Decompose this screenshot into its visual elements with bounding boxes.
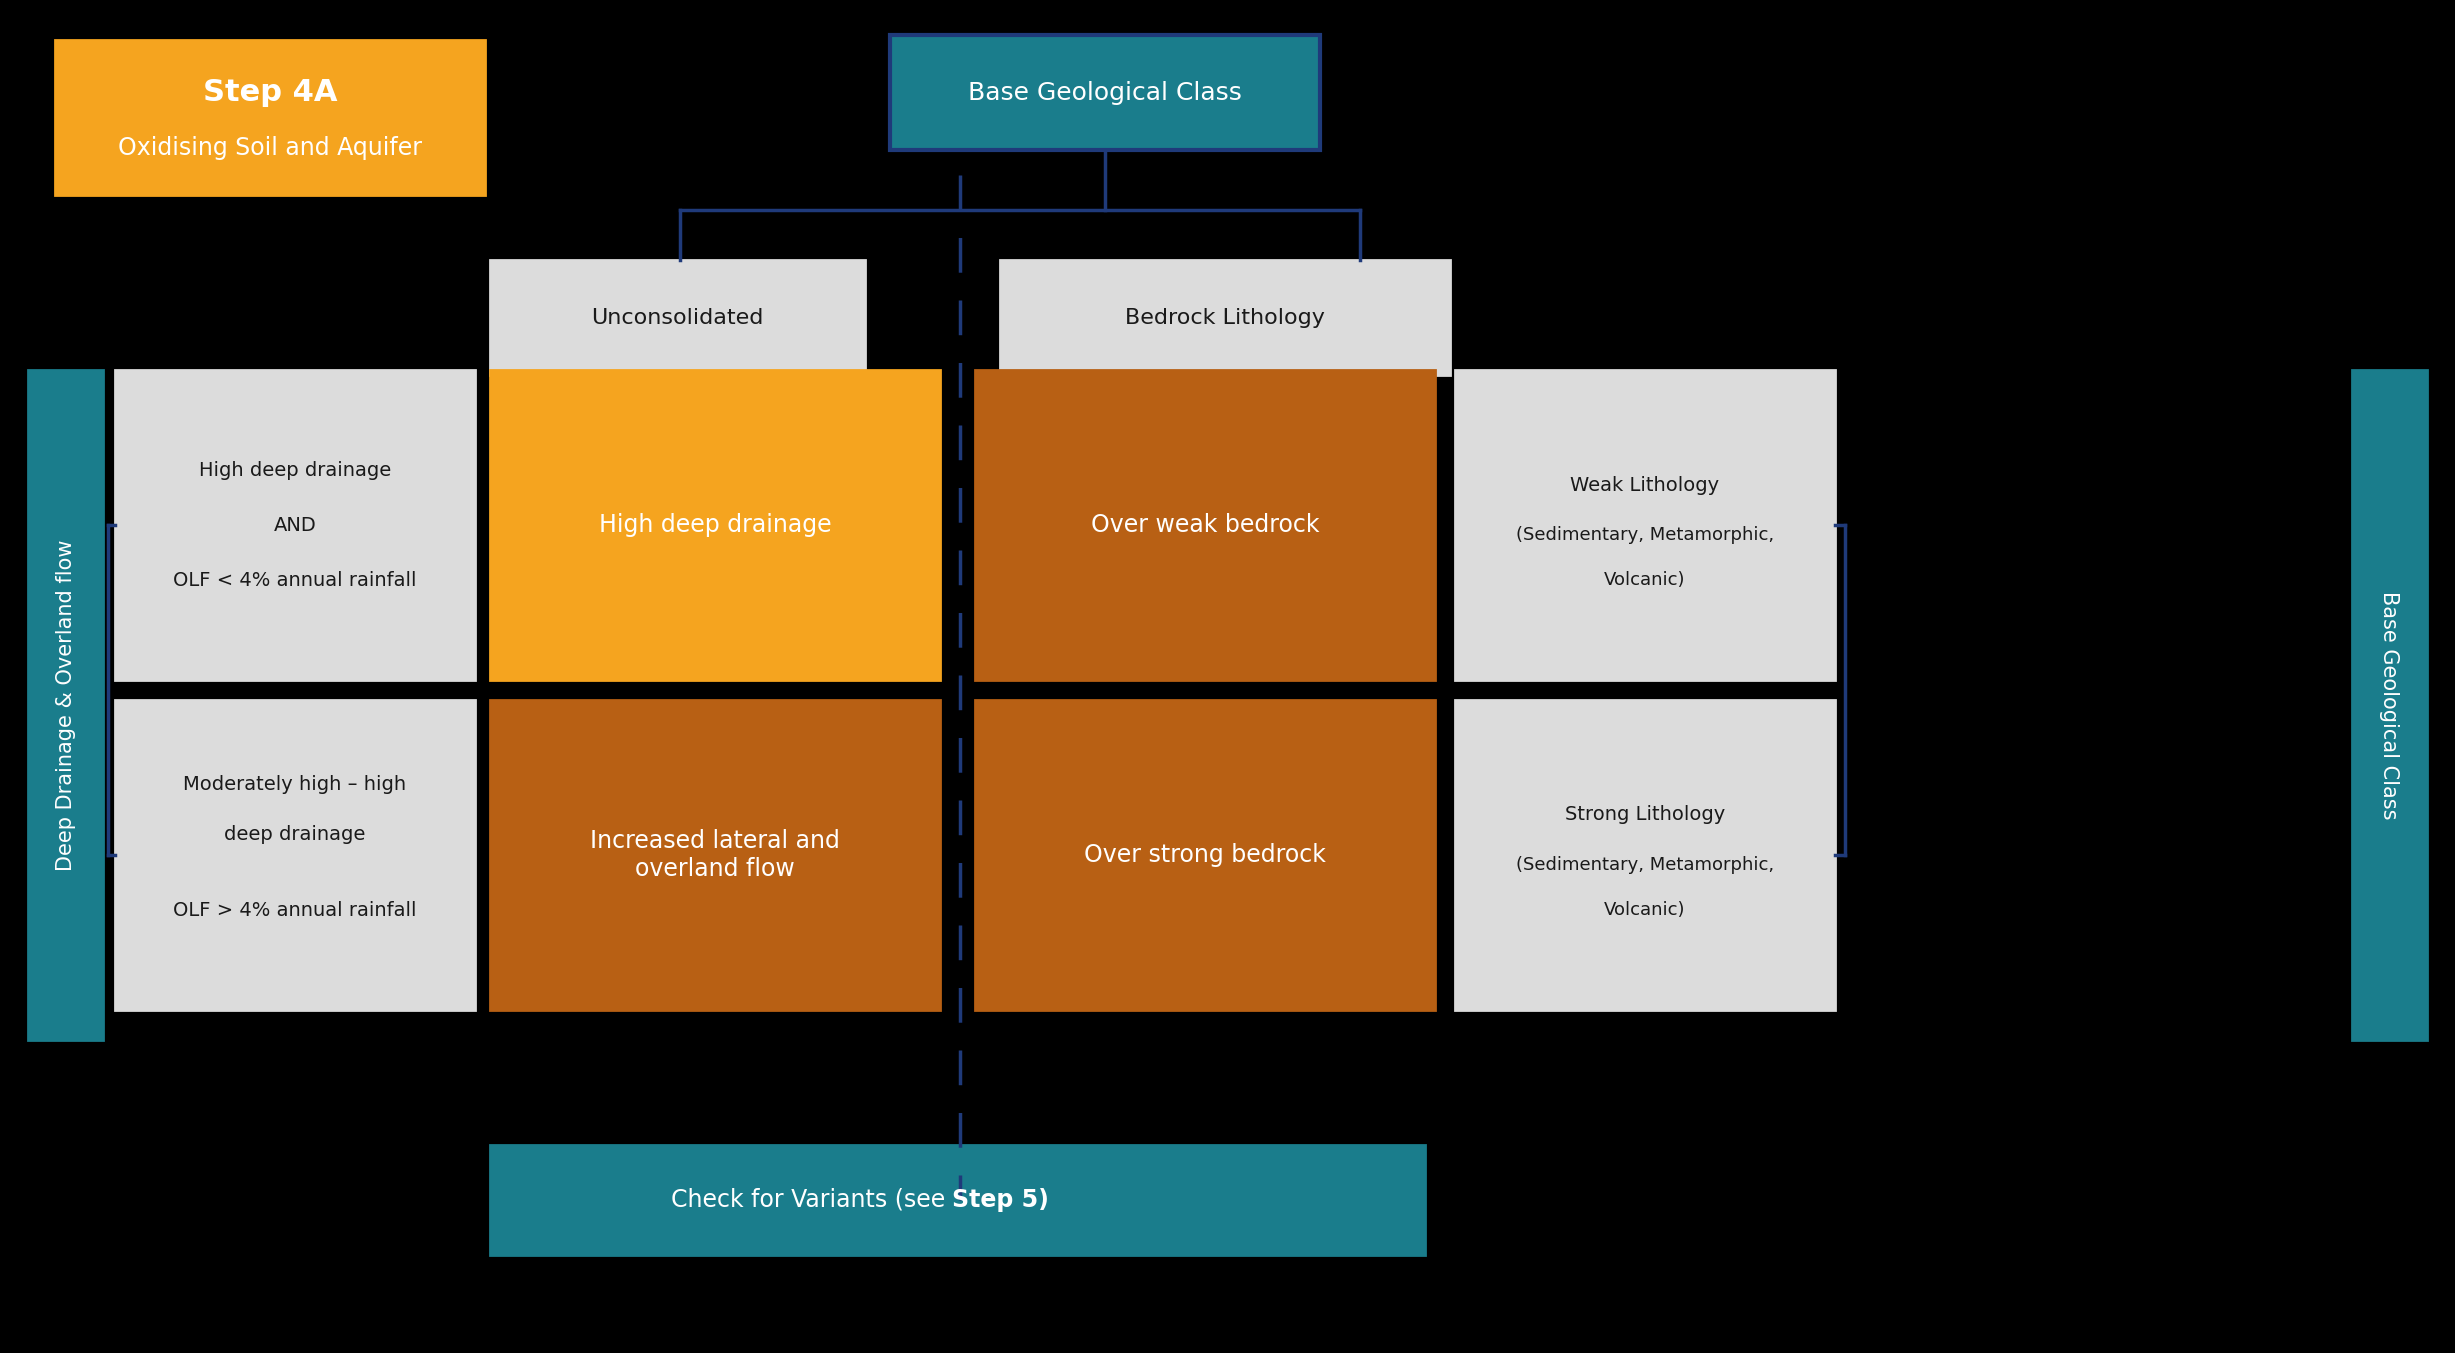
FancyBboxPatch shape xyxy=(999,260,1451,375)
FancyBboxPatch shape xyxy=(115,700,474,1009)
Text: High deep drainage: High deep drainage xyxy=(199,460,390,479)
Text: Unconsolidated: Unconsolidated xyxy=(592,307,764,327)
Text: Over weak bedrock: Over weak bedrock xyxy=(1090,513,1318,537)
FancyBboxPatch shape xyxy=(491,700,940,1009)
FancyBboxPatch shape xyxy=(491,260,864,375)
Text: OLF > 4% annual rainfall: OLF > 4% annual rainfall xyxy=(174,901,417,920)
FancyBboxPatch shape xyxy=(975,700,1436,1009)
Text: Base Geological Class: Base Geological Class xyxy=(967,80,1242,104)
Text: Moderately high – high: Moderately high – high xyxy=(184,775,408,794)
FancyBboxPatch shape xyxy=(115,369,474,681)
Text: High deep drainage: High deep drainage xyxy=(599,513,832,537)
Text: OLF < 4% annual rainfall: OLF < 4% annual rainfall xyxy=(174,571,417,590)
FancyBboxPatch shape xyxy=(891,35,1321,150)
FancyBboxPatch shape xyxy=(1456,369,1834,681)
Text: Bedrock Lithology: Bedrock Lithology xyxy=(1124,307,1326,327)
FancyBboxPatch shape xyxy=(491,1145,1424,1256)
Text: AND: AND xyxy=(273,515,317,534)
FancyBboxPatch shape xyxy=(27,369,103,1040)
Text: Volcanic): Volcanic) xyxy=(1603,571,1687,589)
Text: Over strong bedrock: Over strong bedrock xyxy=(1085,843,1326,867)
Text: (Sedimentary, Metamorphic,: (Sedimentary, Metamorphic, xyxy=(1515,526,1775,544)
Text: Base Geological Class: Base Geological Class xyxy=(2379,591,2399,820)
Text: Oxidising Soil and Aquifer: Oxidising Soil and Aquifer xyxy=(118,135,422,160)
FancyBboxPatch shape xyxy=(54,41,486,195)
Text: Volcanic): Volcanic) xyxy=(1603,901,1687,919)
FancyBboxPatch shape xyxy=(1456,700,1834,1009)
Text: deep drainage: deep drainage xyxy=(223,825,366,844)
Text: Strong Lithology: Strong Lithology xyxy=(1564,805,1726,824)
Text: Deep Drainage & Overland flow: Deep Drainage & Overland flow xyxy=(56,540,76,871)
FancyBboxPatch shape xyxy=(491,369,940,681)
Text: Increased lateral and
overland flow: Increased lateral and overland flow xyxy=(589,829,840,881)
Text: Check for Variants (see: Check for Variants (see xyxy=(670,1188,953,1212)
Text: Step 5): Step 5) xyxy=(953,1188,1048,1212)
Text: Weak Lithology: Weak Lithology xyxy=(1571,475,1718,494)
FancyBboxPatch shape xyxy=(975,369,1436,681)
Text: (Sedimentary, Metamorphic,: (Sedimentary, Metamorphic, xyxy=(1515,856,1775,874)
FancyBboxPatch shape xyxy=(2352,369,2428,1040)
Text: Step 4A: Step 4A xyxy=(204,78,336,107)
